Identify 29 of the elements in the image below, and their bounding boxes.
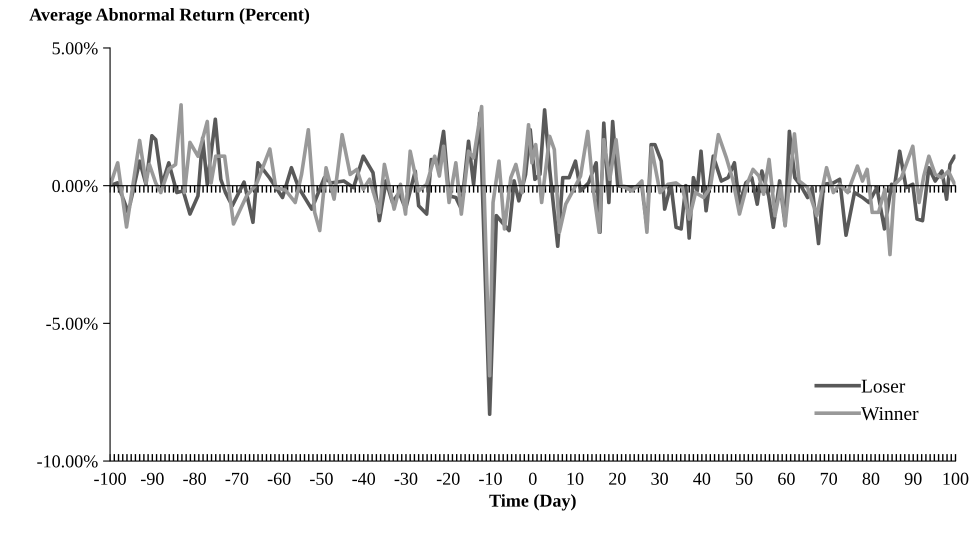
y-tick-label: 0.00% <box>52 180 98 192</box>
x-tick-label: 30 <box>651 472 668 485</box>
x-tick-label: -60 <box>268 472 290 485</box>
x-tick-label: -100 <box>94 472 126 485</box>
x-tick-label: 10 <box>568 472 584 485</box>
x-axis-title: Time (Day) <box>489 494 576 511</box>
x-tick-label: 40 <box>693 472 710 485</box>
x-tick-label: 60 <box>778 472 795 485</box>
x-tick-label: 100 <box>944 472 968 485</box>
x-tick-label: -50 <box>310 472 333 485</box>
y-tick-label: -5.00% <box>46 318 98 330</box>
y-tick-label: 5.00% <box>52 42 98 54</box>
chart-title: Average Abnormal Return (Percent) <box>29 8 310 25</box>
x-tick-label: 80 <box>862 472 880 485</box>
x-tick-label: 90 <box>904 472 922 485</box>
x-tick-label: -20 <box>436 472 460 485</box>
y-tick-label: -10.00% <box>37 455 98 468</box>
legend-label: Winner <box>861 407 918 420</box>
x-tick-label: -70 <box>226 472 248 485</box>
x-tick-label: -40 <box>352 472 376 485</box>
x-tick-label: -90 <box>140 472 164 485</box>
x-tick-label: 50 <box>736 472 752 485</box>
x-tick-label: 0 <box>528 472 537 485</box>
x-tick-label: -10 <box>479 472 502 485</box>
x-tick-label: 20 <box>609 472 626 485</box>
legend-label: Loser <box>862 380 906 393</box>
x-tick-label: 70 <box>820 472 838 485</box>
x-tick-label: -30 <box>394 472 418 485</box>
x-tick-label: -80 <box>183 472 206 485</box>
